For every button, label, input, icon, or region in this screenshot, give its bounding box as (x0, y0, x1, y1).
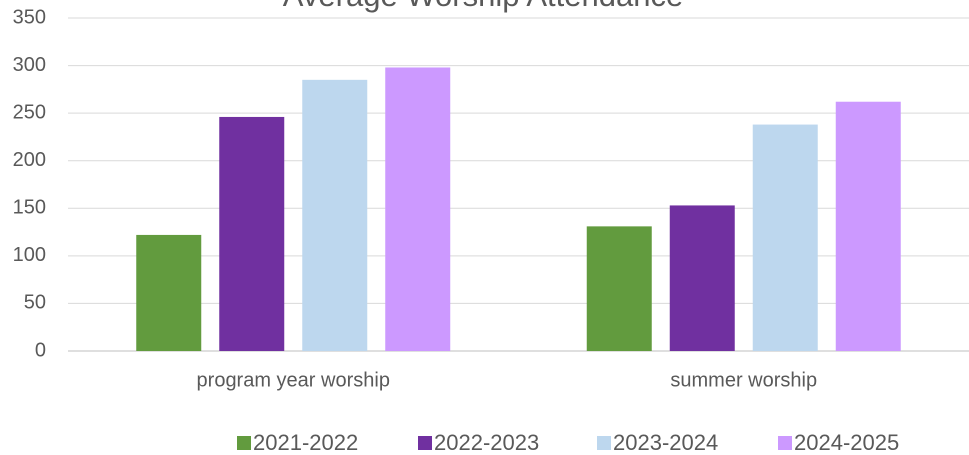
legend-swatch (597, 436, 611, 450)
legend-label: 2022-2023 (434, 430, 539, 455)
x-tick-label: program year worship (197, 369, 390, 391)
y-tick-label: 350 (13, 6, 46, 28)
legend-label: 2021-2022 (253, 430, 358, 455)
y-tick-label: 250 (13, 101, 46, 123)
legend-swatch (418, 436, 432, 450)
bar (586, 226, 652, 351)
bar (385, 67, 451, 351)
bar (752, 124, 818, 351)
legend-swatch (237, 436, 251, 450)
bar (669, 205, 735, 351)
y-tick-label: 50 (24, 292, 46, 314)
y-tick-label: 100 (13, 244, 46, 266)
bar (219, 116, 285, 351)
y-tick-label: 200 (13, 149, 46, 171)
legend-label: 2024-2025 (794, 430, 899, 455)
legend-swatch (778, 436, 792, 450)
bar (136, 234, 202, 351)
y-tick-label: 0 (35, 339, 46, 361)
x-tick-label: summer worship (670, 369, 817, 391)
y-tick-label: 150 (13, 197, 46, 219)
bar (302, 79, 368, 351)
bar (835, 101, 901, 352)
legend-label: 2023-2024 (613, 430, 718, 455)
chart-title: Average Worship Attendance (283, 0, 683, 13)
y-tick-label: 300 (13, 54, 46, 76)
